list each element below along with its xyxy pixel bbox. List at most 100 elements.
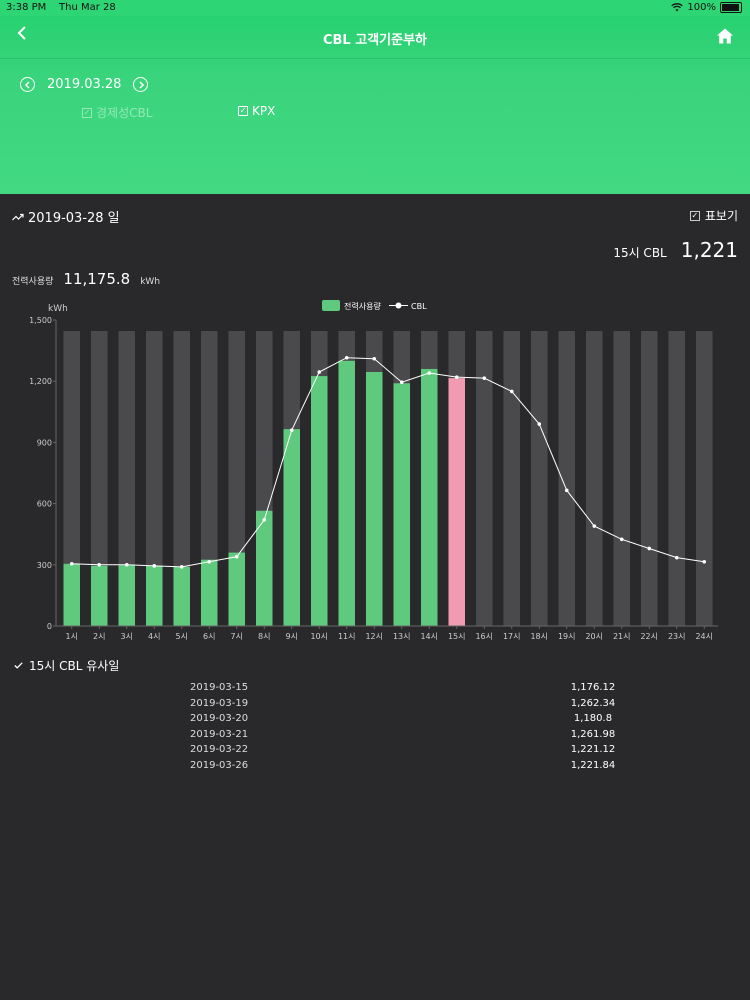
x-tick-label: 5시 [176, 632, 188, 641]
background-bar [146, 331, 163, 626]
background-bar [63, 331, 80, 626]
similar-day-row: 2019-03-26 1,221.84 [0, 760, 750, 776]
cbl-point [399, 380, 404, 385]
x-tick-label: 12시 [365, 632, 383, 641]
x-tick-label: 20시 [585, 632, 603, 641]
header-panel: CBL 고객기준부하 2019.03.28 ✓ 경제성CBL ✓ KPX [0, 16, 750, 194]
similar-day-date: 2019-03-22 [190, 744, 249, 755]
x-tick-label: 7시 [231, 632, 243, 641]
x-tick-label: 2시 [93, 632, 105, 641]
cbl-line [71, 357, 705, 568]
y-axis: 0 300 600 900 1,200 1,500 [29, 316, 57, 631]
x-tick-label: 10시 [310, 632, 328, 641]
next-date-button[interactable] [133, 77, 149, 92]
usage-bar [91, 565, 108, 626]
cbl-point [619, 537, 624, 542]
similar-day-date: 2019-03-26 [190, 759, 249, 771]
usage-unit: kWh [140, 277, 161, 287]
similar-day-value: 1,221.12 [570, 744, 616, 755]
x-tick-label: 18시 [530, 632, 548, 641]
usage-bar [173, 566, 190, 626]
similar-day-row: 2019-03-22 1,221.12 [0, 744, 750, 760]
y-axis-unit: kWh [48, 304, 68, 314]
background-bar [531, 331, 548, 626]
chart-legend: 전력사용량 CBL [322, 300, 427, 311]
x-tick-label: 16시 [475, 632, 493, 641]
similar-day-date: 2019-03-20 [190, 713, 249, 724]
cbl-point [372, 356, 377, 361]
kpx-checkbox[interactable]: ✓ KPX [238, 104, 275, 118]
y-tick-label: 600 [37, 500, 52, 509]
similar-days-list: 2019-03-15 1,176.12 2019-03-19 1,262.34 2019… [0, 682, 750, 775]
usage-bar [448, 378, 465, 626]
similar-day-date: 2019-03-21 [190, 728, 249, 740]
background-bar [228, 331, 245, 626]
legend-usage-swatch [322, 300, 340, 311]
y-tick-label: 1,500 [29, 316, 52, 325]
similar-days-title-text: 15시 CBL 유사일 [29, 659, 120, 673]
nav-bar: CBL 고객기준부하 [0, 16, 750, 59]
back-button[interactable] [16, 24, 28, 48]
table-view-toggle[interactable]: ✓ 표보기 [689, 207, 738, 224]
status-time-date: 3:38 PM Thu Mar 28 [6, 2, 116, 13]
usage-bar [256, 510, 273, 626]
status-date: Thu Mar 28 [59, 2, 116, 13]
usage-cbl-chart: kWh 전력사용량 CBL 0 300 600 900 1,200 1,500 1시 2시 3… [29, 300, 718, 641]
cbl-point [262, 518, 267, 522]
checkbox-icon: ✓ [238, 106, 248, 116]
similar-day-value: 1,180.8 [573, 713, 613, 724]
cbl-point [317, 370, 322, 374]
usage-bar [146, 565, 163, 626]
cbl-point [537, 422, 542, 426]
check-icon [14, 662, 23, 669]
chevron-left-icon [24, 80, 30, 89]
x-tick-label: 15시 [448, 632, 466, 641]
cbl-point [234, 554, 239, 559]
usage-bar [63, 563, 80, 626]
legend-cbl-marker [395, 302, 402, 309]
status-time: 3:38 PM [6, 2, 47, 13]
date-selector: 2019.03.28 [20, 77, 149, 92]
similar-day-value: 1,221.84 [570, 759, 616, 771]
background-bar [668, 331, 685, 626]
cbl-point [289, 428, 294, 432]
x-tick-label: 19시 [558, 632, 576, 641]
usage-bars [63, 360, 465, 626]
background-bar [173, 331, 190, 626]
cbl-point [427, 371, 432, 375]
home-icon[interactable] [716, 27, 734, 45]
background-bar [503, 331, 520, 626]
usage-bar [283, 429, 300, 626]
cbl-point [344, 355, 349, 360]
x-tick-label: 9시 [286, 632, 298, 641]
date-title-text: 2019-03-28 일 [28, 211, 120, 226]
economic-cbl-label: 경제성CBL [96, 106, 153, 120]
prev-date-button[interactable] [20, 77, 35, 92]
battery-percent: 100% [687, 2, 716, 13]
cbl-point [702, 559, 707, 564]
current-date[interactable]: 2019.03.28 [47, 77, 122, 92]
background-bar [118, 331, 135, 626]
cbl-point [564, 488, 569, 493]
chevron-right-icon [139, 80, 144, 89]
legend-usage-label: 전력사용량 [344, 301, 381, 311]
cbl-point [207, 559, 212, 564]
usage-label: 전력사용량 [12, 277, 54, 287]
cbl-point [509, 389, 514, 394]
status-indicators: 100% [671, 2, 742, 13]
x-tick-label: 11시 [338, 632, 356, 641]
chevron-left-icon [17, 26, 26, 40]
background-bar [201, 331, 218, 626]
cbl-point [124, 563, 129, 567]
background-bar [613, 331, 630, 626]
usage-bar [366, 372, 383, 626]
cbl-line-series [69, 355, 707, 569]
x-tick-label: 3시 [121, 632, 133, 641]
background-bar [586, 331, 603, 626]
y-tick-label: 300 [37, 561, 52, 570]
cbl-point [454, 375, 459, 379]
cbl-point [97, 563, 102, 567]
similar-day-row: 2019-03-15 1,176.12 [0, 682, 750, 698]
economic-cbl-checkbox[interactable]: ✓ 경제성CBL [82, 104, 152, 121]
x-tick-label: 21시 [613, 632, 631, 641]
